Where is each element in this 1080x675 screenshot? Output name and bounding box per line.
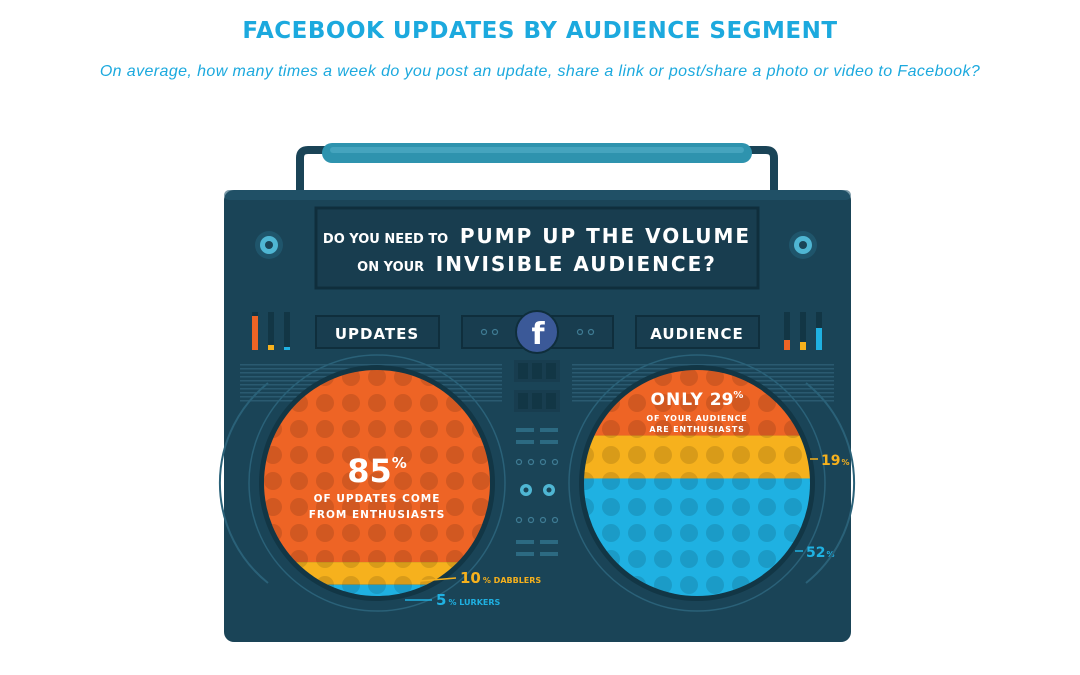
audience-dabblers-value: 19	[821, 453, 840, 469]
headline-panel: DO YOU NEED TO PUMP UP THE VOLUME ON YOU…	[314, 206, 760, 290]
updates-main-line-2: FROM ENTHUSIASTS	[309, 509, 446, 521]
right-arc-decoration	[805, 382, 856, 584]
dabblers-callout-right: 19%	[810, 453, 850, 469]
center-controls	[514, 360, 560, 556]
dabblers-callout-left: 10% DABBLERS	[419, 569, 541, 587]
headline-prefix-2: ON YOUR	[357, 260, 424, 275]
boombox-handle	[296, 143, 778, 192]
left-knob-icon	[255, 231, 283, 259]
audience-label: AUDIENCE	[650, 325, 743, 343]
updates-label: UPDATES	[335, 325, 419, 343]
headline-bold-1: PUMP UP THE VOLUME	[460, 224, 751, 248]
right-speaker-ring	[568, 354, 826, 612]
updates-lurkers-text: % LURKERS	[448, 598, 500, 607]
headline-bold-2: INVISIBLE AUDIENCE?	[436, 252, 717, 276]
lurkers-callout-right: 52%	[795, 545, 835, 561]
right-speaker-chart	[584, 370, 810, 596]
headline-line-2: ON YOUR INVISIBLE AUDIENCE?	[357, 252, 717, 276]
updates-dabblers-text: % DABBLERS	[483, 576, 542, 585]
left-level-meter-icon	[252, 312, 290, 350]
svg-text:10% DABBLERS: 10% DABBLERS	[460, 569, 541, 587]
audience-main-value: ONLY 29%	[651, 390, 744, 410]
audience-main-line-1: OF YOUR AUDIENCE	[646, 414, 747, 423]
audience-lurkers-value: 52	[806, 545, 825, 561]
updates-main-value: 85%	[347, 452, 407, 490]
svg-text:5% LURKERS: 5% LURKERS	[436, 591, 501, 609]
headline-prefix-1: DO YOU NEED TO	[323, 232, 448, 247]
updates-label-panel: UPDATES	[315, 315, 440, 349]
updates-main-line-1: OF UPDATES COME	[314, 493, 441, 505]
page-title: FACEBOOK UPDATES BY AUDIENCE SEGMENT	[242, 18, 838, 44]
svg-text:52%: 52%	[806, 545, 835, 561]
lurkers-callout-left: 5% LURKERS	[405, 591, 501, 609]
right-level-meter-icon	[784, 312, 822, 350]
audience-main-line-2: ARE ENTHUSIASTS	[649, 425, 744, 434]
left-arc-decoration	[218, 382, 269, 584]
page-subtitle: On average, how many times a week do you…	[99, 63, 981, 80]
svg-text:f: f	[531, 317, 545, 352]
svg-text:19%: 19%	[821, 453, 850, 469]
updates-lurkers-value: 5	[436, 591, 446, 609]
left-speaker-chart	[264, 370, 490, 596]
updates-dabblers-value: 10	[460, 569, 481, 587]
headline-line-1: DO YOU NEED TO PUMP UP THE VOLUME	[323, 224, 751, 248]
audience-label-panel: AUDIENCE	[635, 315, 760, 349]
facebook-logo-icon: f	[515, 310, 559, 354]
left-speaker-ring	[248, 354, 506, 612]
right-knob-icon	[789, 231, 817, 259]
